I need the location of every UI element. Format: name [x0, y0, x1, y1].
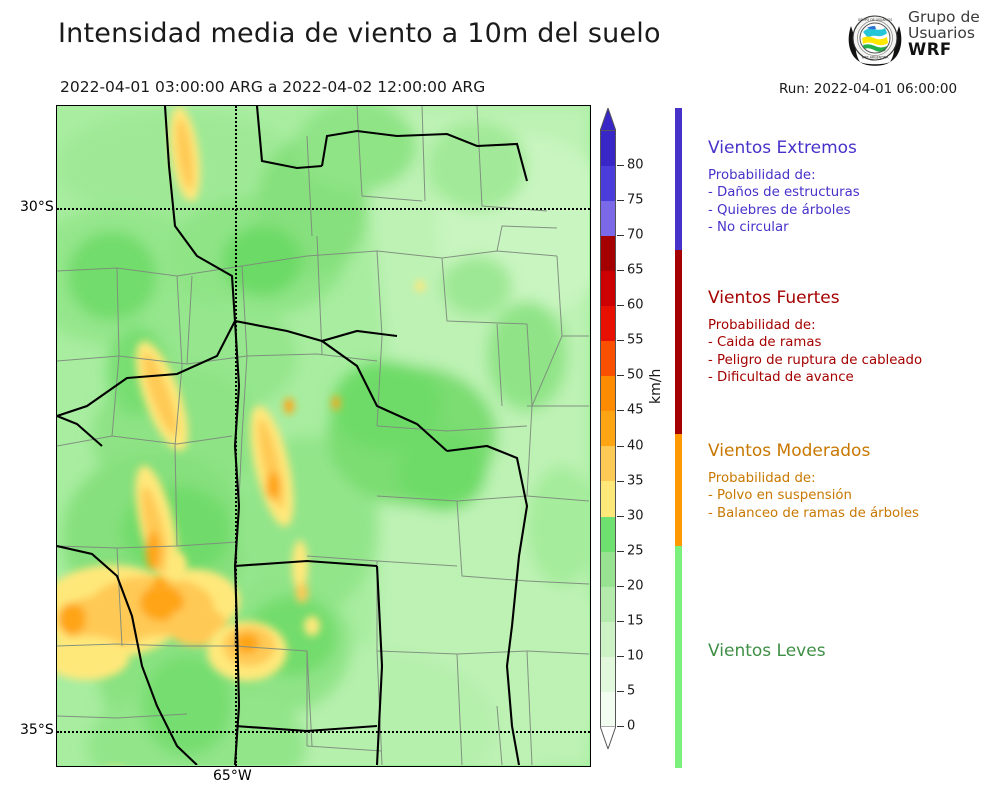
- colorbar-tick-label: 15: [627, 613, 644, 629]
- colorbar-tick: [617, 270, 624, 272]
- legend-section-title: Vientos Fuertes: [708, 288, 840, 308]
- colorbar-tick-label: 25: [627, 543, 644, 559]
- colorbar-gradient: [600, 130, 616, 727]
- colorbar-segment: [601, 411, 615, 447]
- longitude-gridline-65W: [235, 106, 237, 766]
- model-run-timestamp: Run: 2022-04-01 06:00:00: [779, 81, 958, 97]
- legend-section-line: - Quiebres de árboles: [708, 202, 851, 218]
- colorbar-tick: [617, 585, 624, 587]
- colorbar-tick-label: 10: [627, 648, 644, 664]
- colorbar-tick-label: 60: [627, 297, 644, 313]
- colorbar-segment: [601, 306, 615, 342]
- wind-category-legend: Vientos Extremos Probabilidad de: - Daños …: [675, 108, 995, 768]
- svg-text:WRF ARGENTINA: WRF ARGENTINA: [862, 56, 890, 60]
- colorbar-segment: [601, 376, 615, 412]
- lon-label-65w: 65°W: [213, 768, 252, 784]
- svg-text:GRUPO DE USUARIOS: GRUPO DE USUARIOS: [858, 18, 893, 22]
- colorbar-tick: [617, 550, 624, 552]
- legend-section-title: Vientos Moderados: [708, 441, 871, 461]
- logo-line-3: WRF: [908, 39, 952, 59]
- lat-label-35s: 35°S: [20, 722, 54, 738]
- legend-section-title: Vientos Leves: [708, 641, 826, 661]
- colorbar-tick: [617, 480, 624, 482]
- legend-section-line: Probabilidad de:: [708, 318, 816, 333]
- colorbar-segment: [601, 131, 615, 167]
- logo-line-2: Usuarios: [908, 23, 975, 42]
- colorbar-segment: [601, 691, 615, 727]
- colorbar-segment: [601, 586, 615, 622]
- colorbar-tick-label: 75: [627, 192, 644, 208]
- colorbar-under-arrow: [599, 725, 617, 751]
- legend-section-line: - Dificultad de avance: [708, 369, 854, 385]
- colorbar-tick-label: 45: [627, 402, 644, 418]
- colorbar-tick: [617, 340, 624, 342]
- colorbar-tick: [617, 200, 624, 202]
- colorbar-tick: [617, 235, 624, 237]
- lat-label-30s: 30°S: [20, 199, 54, 215]
- colorbar-tick: [617, 375, 624, 377]
- legend-section: Vientos Fuertes Probabilidad de: - Caida d…: [708, 288, 998, 386]
- colorbar-tick-label: 55: [627, 332, 644, 348]
- legend-color-stripe: [675, 546, 682, 768]
- logo-line-1: Grupo de: [908, 8, 980, 26]
- colorbar-tick-label: 65: [627, 262, 644, 278]
- colorbar-segment: [601, 236, 615, 272]
- colorbar-segment: [601, 446, 615, 482]
- latitude-gridline-35S: [57, 731, 590, 733]
- legend-section: Vientos Extremos Probabilidad de: - Daños …: [708, 138, 998, 236]
- colorbar-tick: [617, 655, 624, 657]
- colorbar-tick: [617, 445, 624, 447]
- forecast-date-range: 2022-04-01 03:00:00 ARG a 2022-04-02 12:…: [60, 78, 486, 96]
- colorbar-tick: [617, 726, 624, 727]
- seal-globe-icon: GRUPO DE USUARIOS WRF ARGENTINA: [848, 15, 902, 66]
- page-title: Intensidad media de viento a 10m del sue…: [58, 18, 661, 49]
- colorbar-tick-label: 80: [627, 157, 644, 173]
- colorbar-over-arrow: [599, 106, 617, 132]
- colorbar-segment: [601, 166, 615, 202]
- colorbar[interactable]: 0 5 10 15 20 25 30 35 40 45 50 55 60 65 70 75 80: [599, 106, 644, 751]
- legend-section-line: - Caida de ramas: [708, 335, 822, 351]
- legend-section: Vientos Leves: [708, 641, 998, 670]
- colorbar-tick: [617, 620, 624, 622]
- colorbar-segment: [601, 551, 615, 587]
- colorbar-tick-label: 30: [627, 508, 644, 524]
- colorbar-tick: [617, 690, 624, 692]
- legend-section-line: - Peligro de ruptura de cableado: [708, 352, 923, 368]
- colorbar-tick-label: 5: [627, 683, 636, 699]
- legend-section-title: Vientos Extremos: [708, 138, 857, 158]
- colorbar-segment: [601, 656, 615, 692]
- colorbar-segment: [601, 271, 615, 307]
- colorbar-tick-label: 0: [627, 718, 636, 734]
- legend-color-stripe: [675, 434, 682, 546]
- wind-intensity-map[interactable]: [56, 105, 591, 767]
- colorbar-segment: [601, 481, 615, 517]
- legend-section-line: - Balanceo de ramas de árboles: [708, 505, 919, 521]
- legend-section-line: - Daños de estructuras: [708, 185, 860, 201]
- latitude-gridline-30S: [57, 208, 590, 210]
- colorbar-tick: [617, 410, 624, 412]
- colorbar-tick: [617, 165, 624, 167]
- colorbar-segment: [601, 516, 615, 552]
- colorbar-segment: [601, 341, 615, 377]
- colorbar-tick: [617, 515, 624, 517]
- colorbar-segment: [601, 201, 615, 237]
- colorbar-tick-label: 20: [627, 578, 644, 594]
- legend-section-line: Probabilidad de:: [708, 168, 816, 183]
- legend-section-line: - No circular: [708, 219, 789, 235]
- legend-color-stripe: [675, 250, 682, 434]
- wrf-user-group-logo: GRUPO DE USUARIOS WRF ARGENTINA Grupo de…: [846, 8, 994, 72]
- colorbar-tick-label: 50: [627, 367, 644, 383]
- colorbar-tick-label: 35: [627, 473, 644, 489]
- colorbar-unit-label: km/h: [648, 368, 664, 404]
- colorbar-tick-label: 40: [627, 438, 644, 454]
- legend-section-line: - Polvo en suspensión: [708, 488, 852, 504]
- legend-section: Vientos Moderados Probabilidad de: - Polvo…: [708, 441, 998, 522]
- legend-section-line: Probabilidad de:: [708, 471, 816, 486]
- colorbar-tick: [617, 305, 624, 307]
- legend-color-stripe: [675, 108, 682, 250]
- colorbar-segment: [601, 621, 615, 657]
- colorbar-tick-label: 70: [627, 227, 644, 243]
- map-raster: [57, 106, 589, 765]
